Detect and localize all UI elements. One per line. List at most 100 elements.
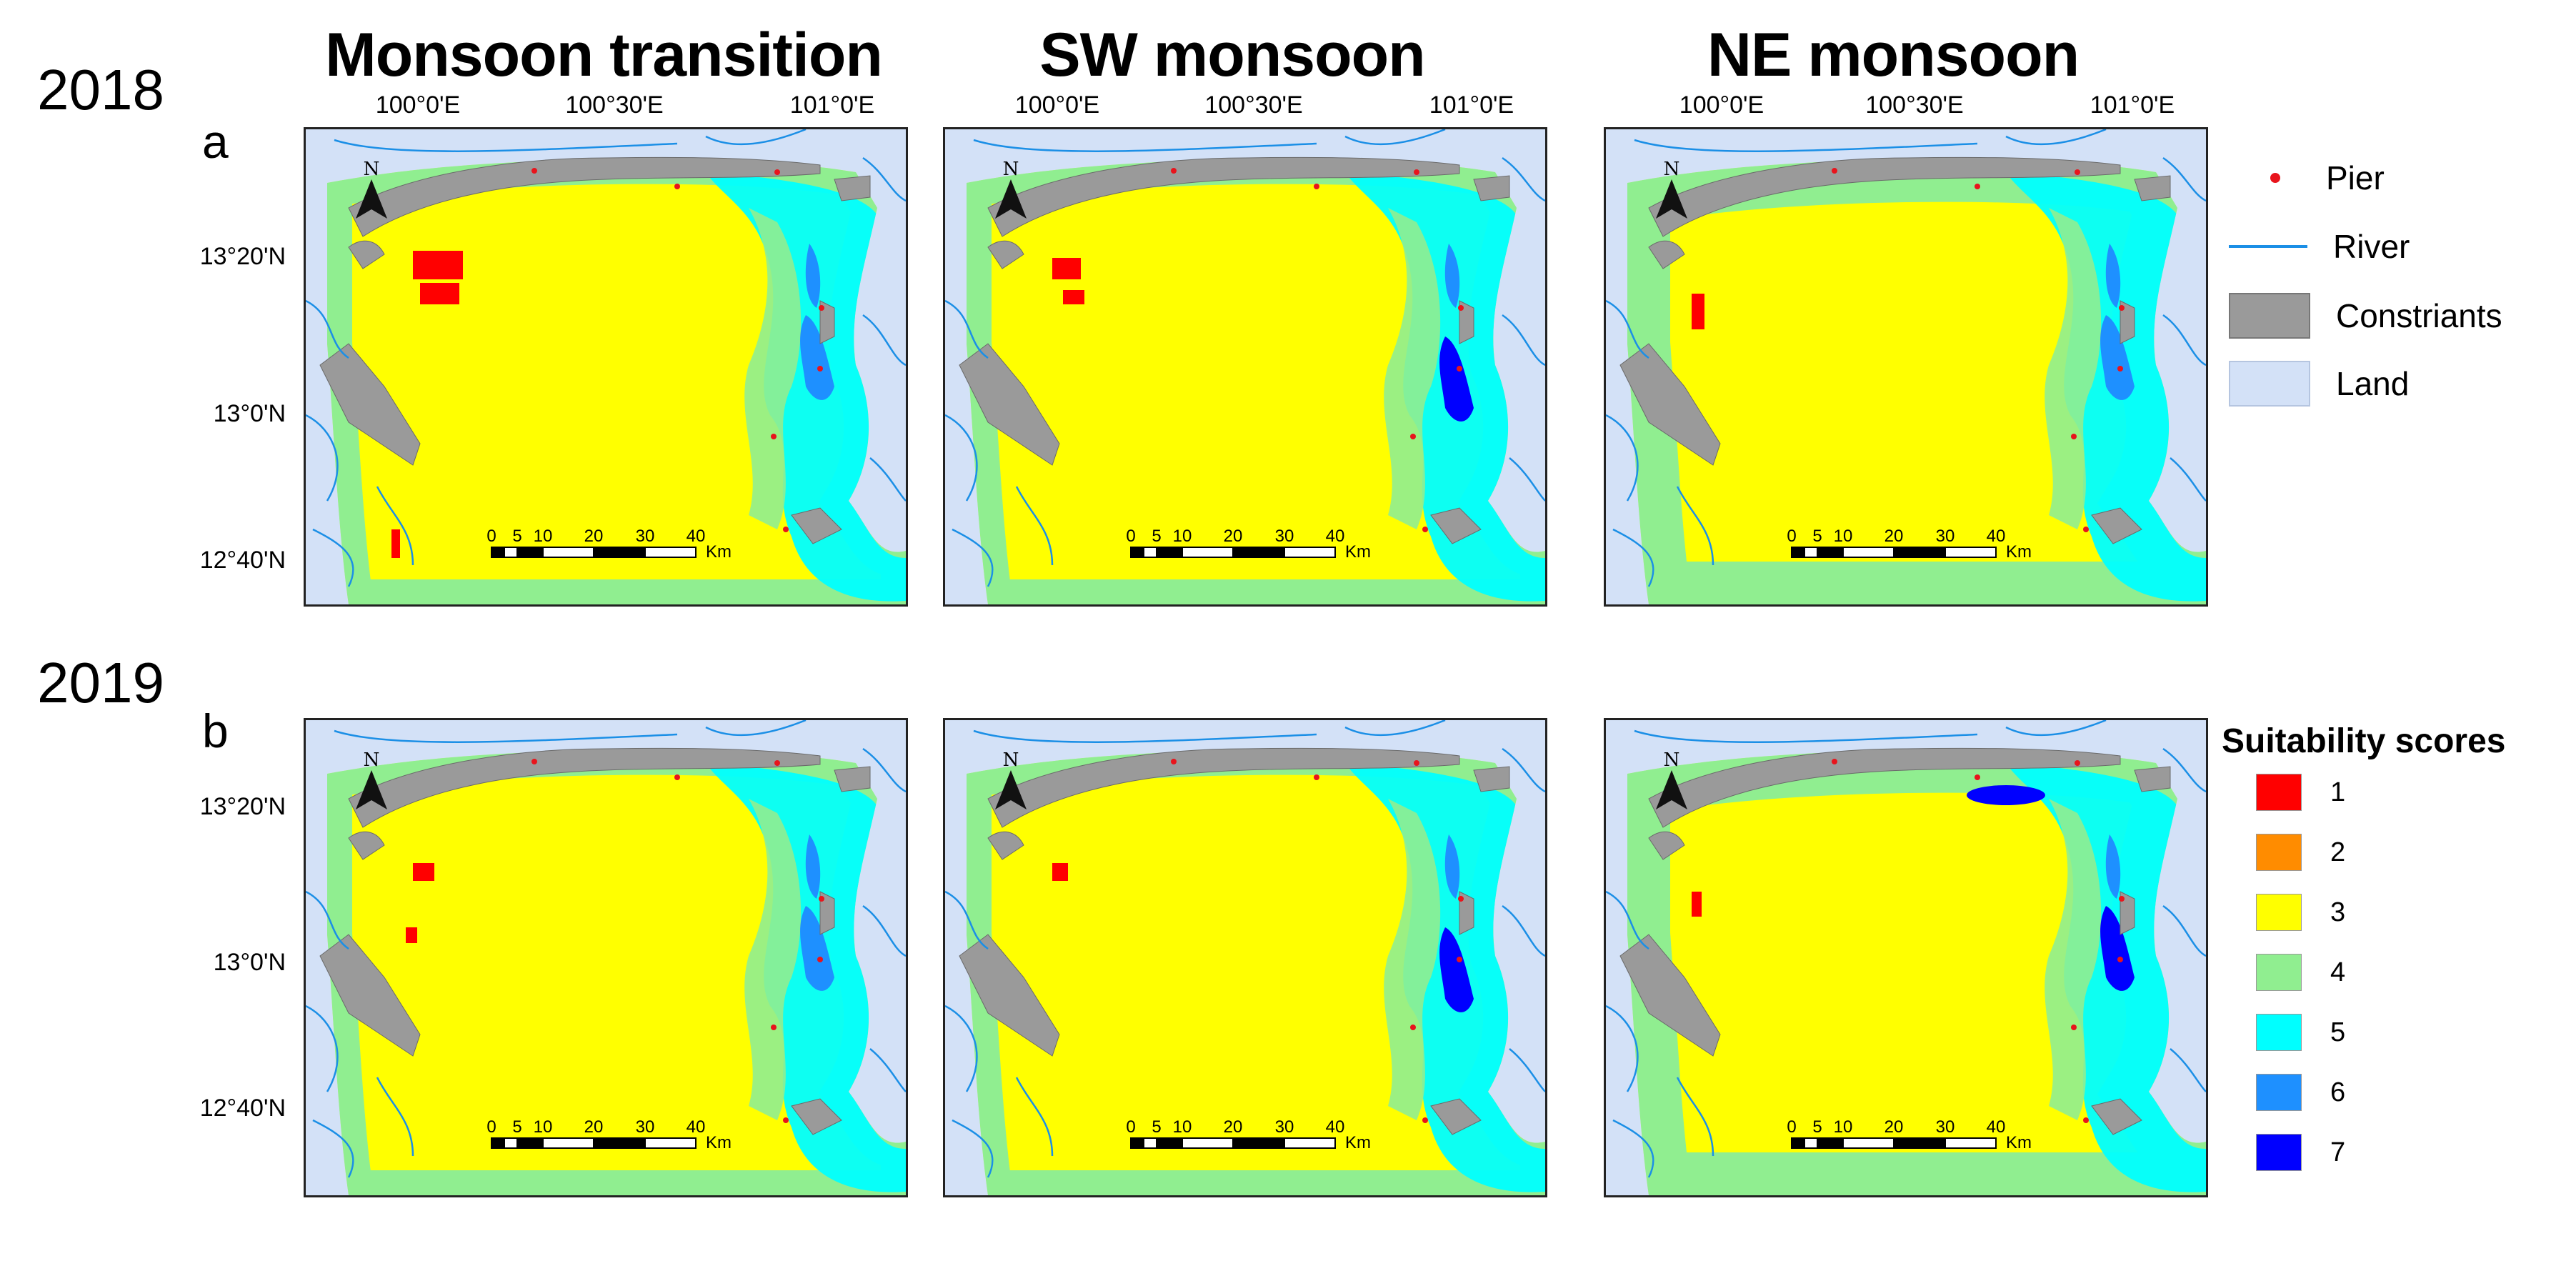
sea-suitability-7 <box>800 315 834 400</box>
panel-a-label: a <box>202 115 229 168</box>
piers <box>1171 759 1464 1123</box>
sea-suitability-7-north <box>1967 785 2045 805</box>
lon-label-101-0: 101°0'E <box>2090 91 2175 119</box>
north-label: N <box>1003 159 1019 180</box>
scale-tick-5: 5 <box>1812 527 1822 546</box>
sea-suitability-5 <box>706 763 906 1192</box>
constraints-swatch <box>2229 293 2310 339</box>
scale-tick-5: 5 <box>1152 1117 1161 1137</box>
lat-label-13-20: 13°20'N <box>199 793 286 820</box>
scale-tick-0: 0 <box>1126 1117 1135 1137</box>
lat-label-13-0: 13°0'N <box>213 400 286 427</box>
sea-suitability-1 <box>413 863 434 881</box>
scale-tick-5: 5 <box>1152 527 1161 546</box>
constraint-areas <box>1619 747 2171 1135</box>
scale-tick-0: 0 <box>1787 527 1796 546</box>
north-arrow-icon: N <box>995 159 1027 219</box>
legend-pier-label: Pier <box>2326 159 2385 196</box>
sea-suitability-5 <box>2006 172 2206 602</box>
score-3-label: 3 <box>2330 897 2346 927</box>
sea-suitability-7 <box>2100 315 2135 400</box>
lon-label-101-0: 101°0'E <box>1429 91 1514 119</box>
legend-constraints-label: Constriants <box>2336 297 2502 334</box>
map-2019-monsoon-transition: N 0 5 10 20 30 40 Km <box>304 718 908 1197</box>
legend-land: Land <box>2229 361 2409 407</box>
scale-unit: Km <box>2006 542 2032 562</box>
lat-label-12-40: 12°40'N <box>199 547 286 574</box>
north-arrow-icon: N <box>356 749 387 809</box>
sea-suitability-6 <box>1444 834 1460 899</box>
north-label: N <box>1664 159 1680 180</box>
pier-icon <box>2270 173 2280 183</box>
scale-tick-30: 30 <box>636 1117 655 1137</box>
rivers <box>1606 720 2206 1178</box>
sea-suitability-1 <box>420 283 459 304</box>
scale-tick-5: 5 <box>512 1117 521 1137</box>
map-2019-ne-monsoon: N 0 5 10 20 30 40 Km <box>1604 718 2208 1197</box>
north-label: N <box>1003 749 1019 771</box>
legend-constraints: Constriants <box>2229 293 2502 339</box>
sea-suitability-4-fringe <box>1384 799 1441 1120</box>
constraint-areas <box>959 747 1510 1135</box>
lon-label-100-30: 100°30'E <box>565 91 664 119</box>
scale-tick-20: 20 <box>1884 1117 1904 1137</box>
title-ne-monsoon: NE monsoon <box>1707 21 2080 89</box>
sea-suitability-7 <box>1439 337 1474 422</box>
score-4: 4 <box>2256 954 2345 991</box>
legend-pier: Pier <box>2250 159 2385 197</box>
score-6-label: 6 <box>2330 1077 2346 1107</box>
scale-tick-30: 30 <box>1275 527 1294 546</box>
map-2018-sw-monsoon: N 0 5 10 20 30 40 Km <box>943 127 1547 607</box>
lon-label-100-0: 100°0'E <box>375 91 461 119</box>
score-6-swatch <box>2256 1074 2302 1111</box>
sea-suitability-1 <box>413 251 463 279</box>
sea-suitability-1 <box>1692 294 1704 329</box>
score-5-swatch <box>2256 1014 2302 1051</box>
scale-tick-5: 5 <box>1812 1117 1822 1137</box>
scale-tick-0: 0 <box>486 527 496 546</box>
score-2-swatch <box>2256 834 2302 871</box>
sea-suitability-1 <box>1692 892 1702 917</box>
scale-tick-10: 10 <box>1173 1117 1192 1137</box>
rivers <box>945 129 1545 587</box>
title-sw-monsoon: SW monsoon <box>1039 21 1425 89</box>
sea-suitability-1 <box>1052 863 1068 881</box>
scale-unit: Km <box>2006 1133 2032 1152</box>
piers <box>1832 759 2125 1123</box>
score-1: 1 <box>2256 774 2345 811</box>
piers <box>1832 168 2125 532</box>
scale-tick-40: 40 <box>1326 1117 1345 1137</box>
rivers <box>306 720 906 1178</box>
north-label: N <box>364 159 380 180</box>
land-swatch <box>2229 361 2310 407</box>
sea-suitability-4-fringe <box>744 799 802 1120</box>
scale-tick-10: 10 <box>534 1117 553 1137</box>
scale-tick-40: 40 <box>1987 527 2006 546</box>
sea-suitability-4-fringe <box>2045 208 2102 529</box>
scale-unit: Km <box>1345 1133 1371 1152</box>
sea-suitability-7 <box>800 906 834 991</box>
scale-tick-20: 20 <box>1884 527 1904 546</box>
panel-b-label: b <box>202 704 229 757</box>
scale-tick-5: 5 <box>512 527 521 546</box>
lon-label-100-0: 100°0'E <box>1014 91 1100 119</box>
sea-suitability-7 <box>2100 906 2135 991</box>
score-6: 6 <box>2256 1074 2345 1111</box>
north-label: N <box>364 749 380 771</box>
lon-label-100-30: 100°30'E <box>1204 91 1303 119</box>
scale-tick-10: 10 <box>1834 527 1853 546</box>
constraint-areas <box>1619 156 2171 544</box>
scale-tick-0: 0 <box>1787 1117 1796 1137</box>
sea-suitability-4-fringe <box>1384 208 1441 529</box>
sea-suitability-4-fringe <box>2045 799 2102 1120</box>
score-7-swatch <box>2256 1134 2302 1171</box>
sea-suitability-6 <box>2105 834 2121 899</box>
scale-tick-40: 40 <box>687 527 706 546</box>
